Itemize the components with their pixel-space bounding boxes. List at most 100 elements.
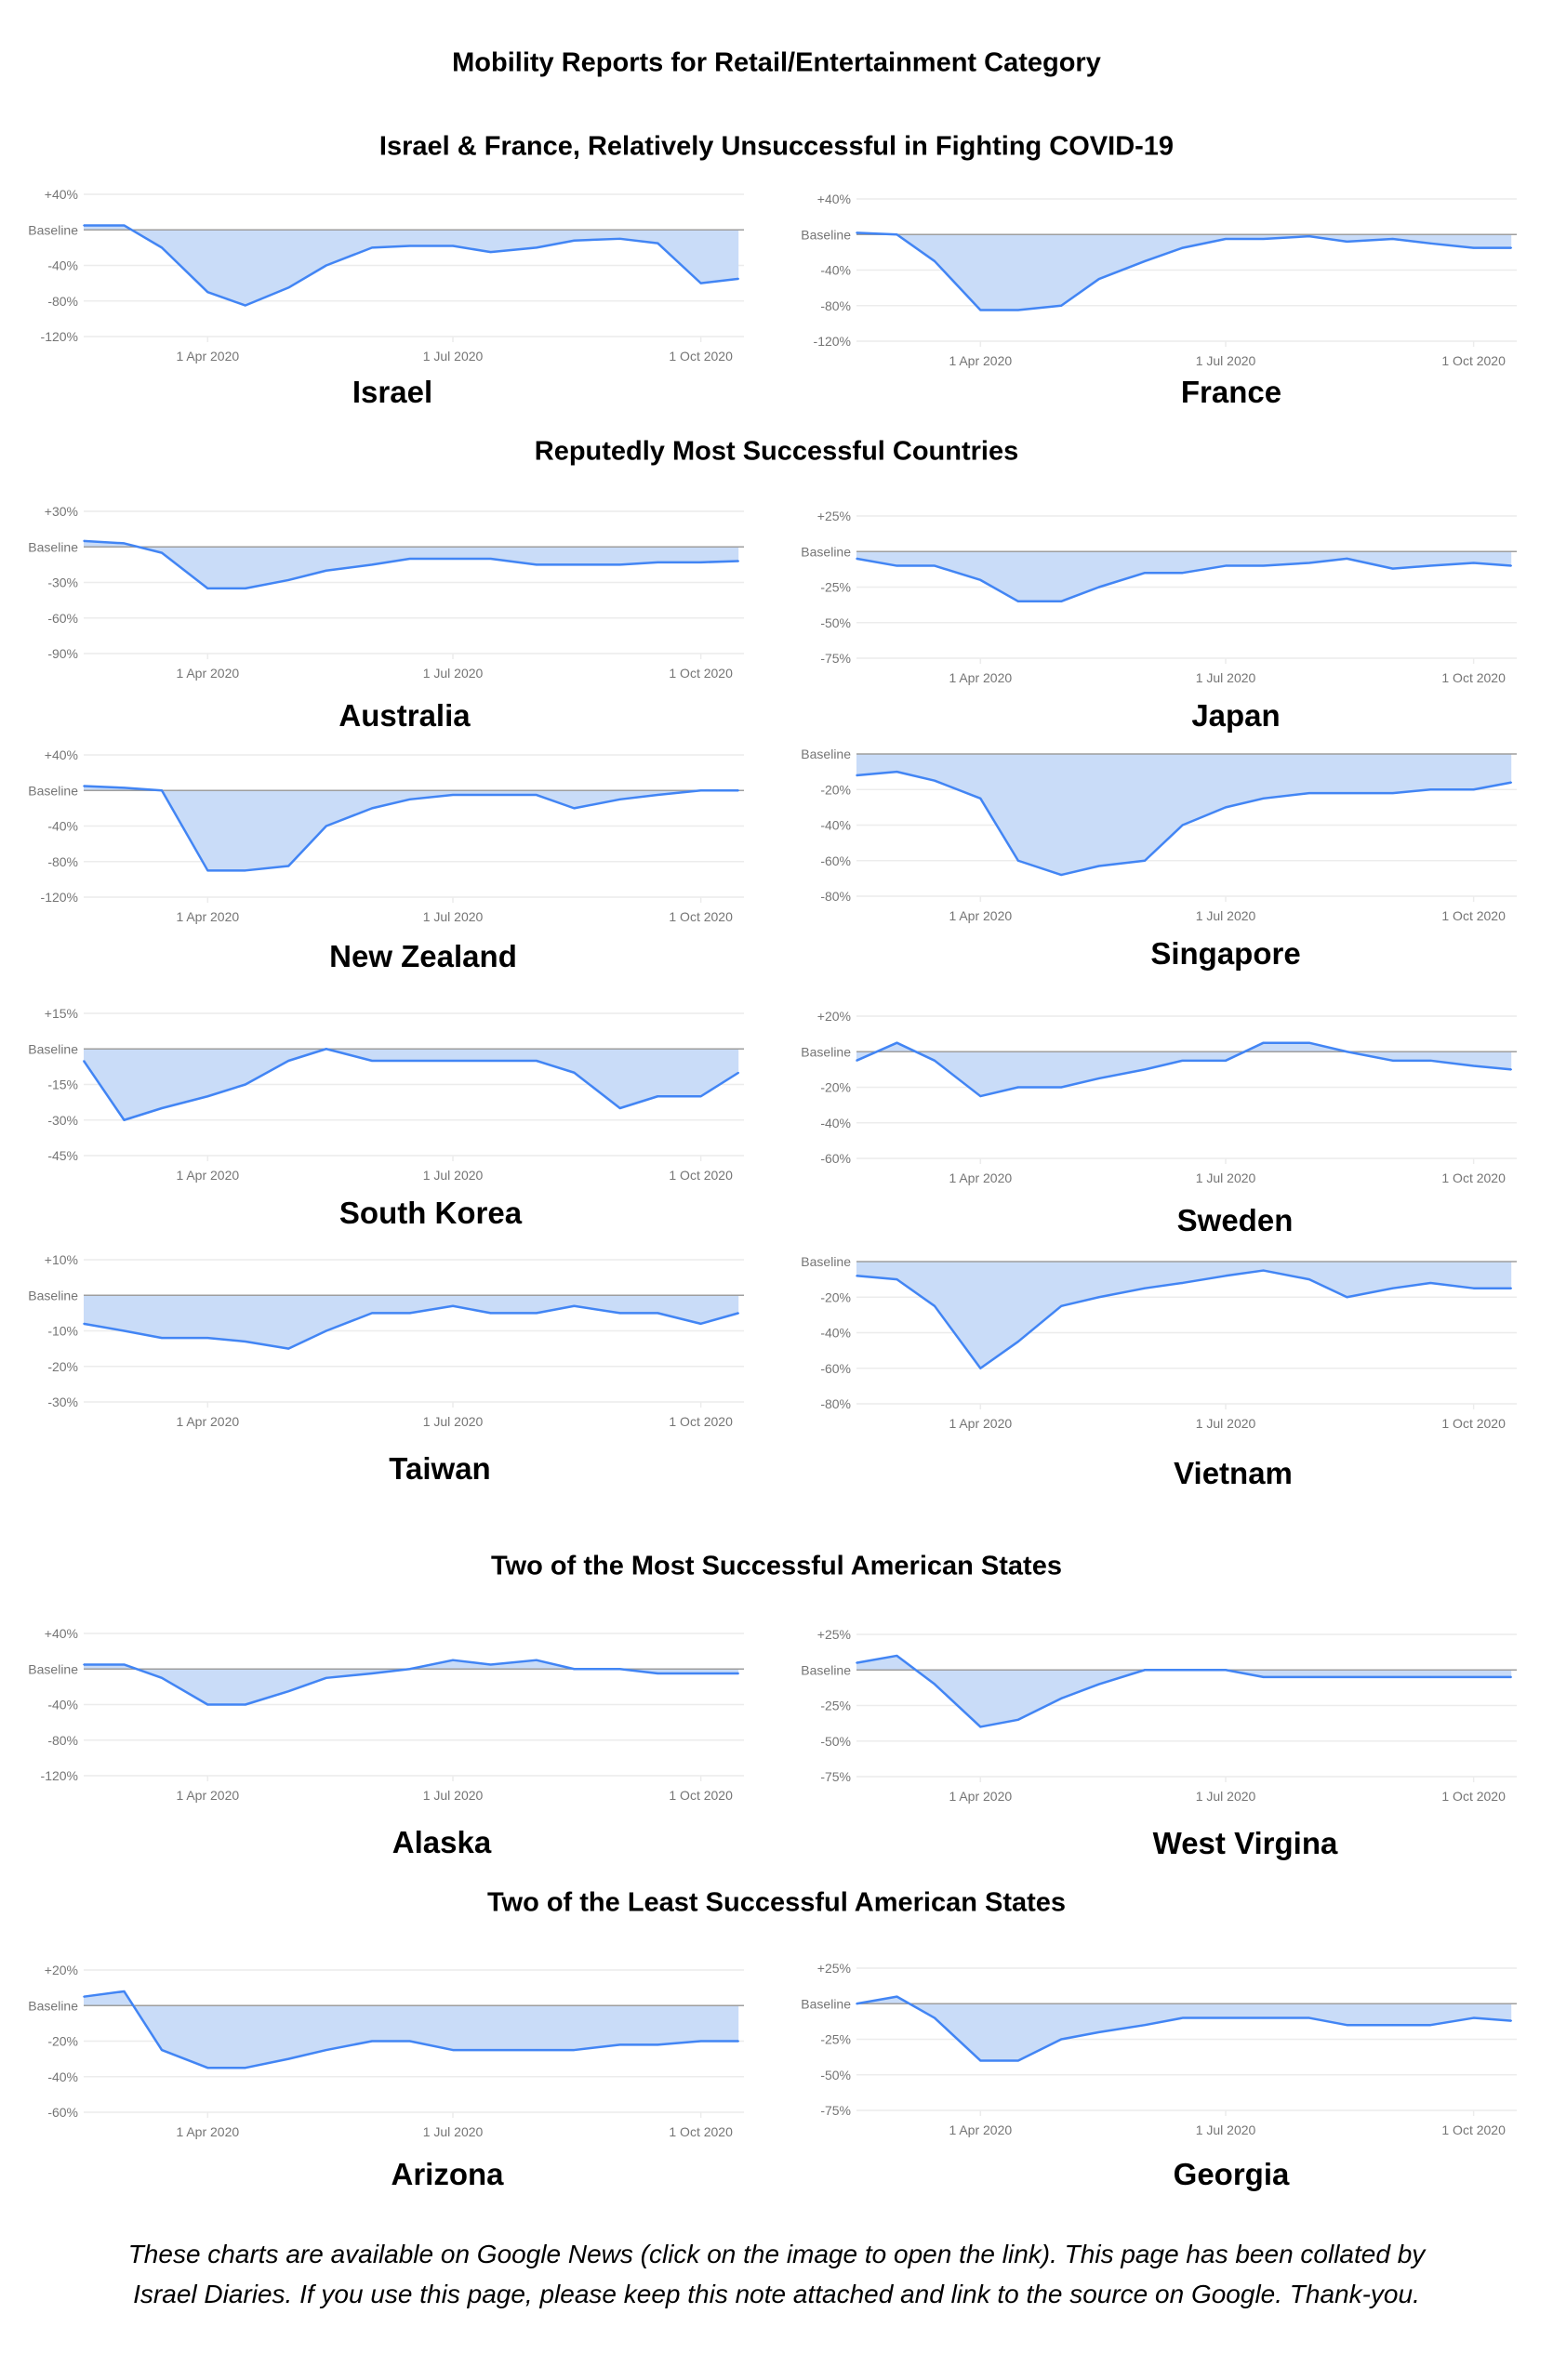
- data-point: [1181, 572, 1184, 574]
- data-point: [1181, 1669, 1184, 1672]
- y-tick-label: -80%: [820, 1396, 851, 1411]
- data-point: [83, 1663, 85, 1666]
- y-tick-label: -50%: [820, 615, 851, 630]
- data-point: [1429, 243, 1432, 245]
- y-tick-label: Baseline: [28, 1661, 78, 1676]
- chart-australia[interactable]: +30% Baseline -30% -60% -90% 1 Apr 2020 1 Jul …: [0, 497, 753, 693]
- data-point: [1262, 1041, 1265, 1044]
- x-tick-label: 1 Jul 2020: [1196, 670, 1256, 685]
- chart-south-korea[interactable]: +15% Baseline -15% -30% -45% 1 Apr 2020 1 Jul …: [0, 999, 753, 1195]
- data-point: [1017, 1719, 1019, 1721]
- data-point: [896, 564, 898, 567]
- data-point: [979, 2059, 982, 2062]
- data-point: [325, 1329, 327, 1332]
- data-point: [1098, 278, 1100, 280]
- data-point: [856, 1060, 857, 1062]
- chart-new-zealand[interactable]: +40% Baseline -40% -80% -120% 1 Apr 2020 1 Jul…: [0, 741, 753, 936]
- data-point: [536, 563, 538, 566]
- chart-title: Singapore: [1150, 936, 1301, 971]
- data-point: [371, 807, 373, 810]
- area-fill: [856, 754, 1517, 876]
- data-point: [856, 558, 857, 560]
- x-tick-label: 1 Jul 2020: [1196, 1416, 1256, 1431]
- data-point: [245, 869, 246, 872]
- page-title: Mobility Reports for Retail/Entertainmen…: [452, 47, 1101, 78]
- chart-taiwan[interactable]: +10% Baseline -10% -20% -30% 1 Apr 2020 1 Jul …: [0, 1246, 753, 1441]
- x-tick-label: 1 Jul 2020: [423, 1168, 484, 1183]
- data-point: [408, 558, 411, 560]
- y-tick-label: -120%: [41, 1768, 78, 1783]
- data-point: [1429, 1060, 1432, 1062]
- data-point: [1144, 260, 1146, 262]
- data-point: [737, 2040, 740, 2043]
- chart-alaska[interactable]: +40% Baseline -40% -80% -120% 1 Apr 2020 1 Jul…: [0, 1620, 753, 1815]
- y-tick-label: -60%: [47, 2105, 78, 2120]
- data-point: [657, 1312, 659, 1315]
- y-tick-label: -25%: [820, 1699, 851, 1713]
- data-point: [489, 794, 492, 796]
- data-point: [536, 1659, 538, 1661]
- data-point: [1346, 1051, 1348, 1053]
- y-tick-label: +10%: [45, 1252, 78, 1267]
- data-point: [1472, 1676, 1475, 1678]
- chart-france[interactable]: +40% Baseline -40% -80% -120% 1 Apr 2020 1 Jul…: [773, 185, 1526, 380]
- x-tick-label: 1 Apr 2020: [949, 1416, 1012, 1431]
- data-point: [1308, 792, 1310, 794]
- x-tick-label: 1 Jul 2020: [1196, 353, 1256, 368]
- data-point: [856, 1661, 857, 1664]
- data-point: [371, 1312, 373, 1315]
- y-tick-label: -120%: [41, 329, 78, 344]
- data-point: [699, 789, 702, 792]
- chart-vietnam[interactable]: Baseline -20% -40% -60% -80% 1 Apr 2020 1 Jul …: [773, 1248, 1526, 1443]
- data-point: [856, 774, 857, 776]
- data-point: [161, 789, 163, 792]
- y-tick-label: -40%: [47, 1698, 78, 1712]
- y-tick-label: +20%: [45, 1963, 78, 1977]
- data-point: [1429, 564, 1432, 567]
- chart-singapore[interactable]: Baseline -20% -40% -60% -80% 1 Apr 2020 1 Jul …: [773, 740, 1526, 935]
- x-tick-label: 1 Jul 2020: [423, 909, 484, 924]
- data-point: [737, 1673, 740, 1674]
- y-tick-label: -80%: [47, 1733, 78, 1748]
- chart-arizona[interactable]: +20% Baseline -20% -40% -60% 1 Apr 2020 1 Jul …: [0, 1956, 753, 2151]
- data-point: [618, 238, 621, 240]
- x-tick-label: 1 Oct 2020: [1441, 1789, 1506, 1804]
- y-tick-label: +25%: [817, 1627, 851, 1642]
- data-point: [856, 231, 857, 234]
- data-point: [699, 2040, 702, 2043]
- chart-israel[interactable]: +40% Baseline -40% -80% -120% 1 Apr 2020 1 Jul…: [0, 180, 753, 376]
- data-point: [325, 2049, 327, 2051]
- data-point: [1098, 586, 1100, 588]
- data-point: [452, 794, 454, 796]
- chart-georgia[interactable]: +25% Baseline -25% -50% -75% 1 Apr 2020 1 Jul …: [773, 1954, 1526, 2149]
- data-point: [1225, 1669, 1227, 1672]
- chart-japan[interactable]: +25% Baseline -25% -50% -75% 1 Apr 2020 1 Jul …: [773, 502, 1526, 697]
- y-tick-label: Baseline: [801, 1662, 851, 1677]
- data-point: [618, 563, 621, 566]
- data-point: [1429, 788, 1432, 791]
- y-tick-label: -80%: [47, 854, 78, 869]
- data-point: [1346, 2024, 1348, 2026]
- data-point: [206, 869, 209, 872]
- data-point: [699, 282, 702, 284]
- data-point: [896, 771, 898, 773]
- data-point: [1098, 865, 1100, 867]
- x-tick-label: 1 Jul 2020: [423, 666, 484, 681]
- data-point: [1510, 1676, 1513, 1678]
- chart-title: Australia: [338, 698, 471, 733]
- y-tick-label: +15%: [45, 1006, 78, 1021]
- y-tick-label: +20%: [817, 1009, 851, 1024]
- data-point: [245, 1341, 246, 1342]
- data-point: [737, 1312, 740, 1315]
- y-tick-label: -30%: [47, 575, 78, 590]
- data-point: [1510, 1068, 1513, 1071]
- data-point: [934, 1060, 936, 1062]
- data-point: [161, 246, 163, 249]
- data-point: [325, 1677, 327, 1679]
- x-tick-label: 1 Apr 2020: [176, 2124, 239, 2139]
- data-point: [618, 1107, 621, 1109]
- chart-sweden[interactable]: +20% Baseline -20% -40% -60% 1 Apr 2020 1 Jul …: [773, 1002, 1526, 1197]
- chart-west-virgina[interactable]: +25% Baseline -25% -50% -75% 1 Apr 2020 1 Jul …: [773, 1620, 1526, 1816]
- data-point: [287, 286, 290, 289]
- y-tick-label: Baseline: [28, 1288, 78, 1302]
